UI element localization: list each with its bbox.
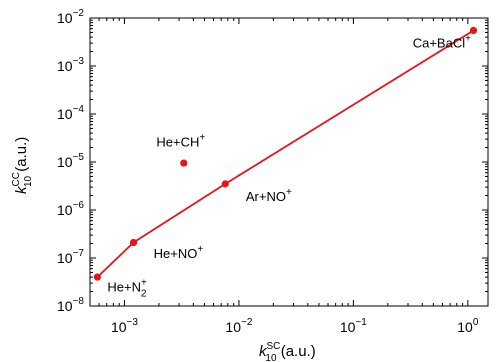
plot-border — [89, 17, 489, 307]
x-tick-label: 100 — [457, 317, 479, 335]
y-tick-label: 10−7 — [57, 248, 84, 266]
tick-labels: 10−3 10−2 10−1 100 10−8 10−7 10−6 10−5 10−4 10−3 1… — [57, 8, 479, 335]
x-tick-label: 10−3 — [111, 317, 138, 335]
data-point — [469, 26, 478, 35]
point-label: Ca+BaCl+ — [413, 34, 471, 51]
y-tick-label: 10−6 — [57, 200, 84, 218]
x-axis-title: kSC 10 (a.u.) — [259, 341, 316, 362]
x-tick-label: 10−1 — [340, 317, 367, 335]
data-point — [221, 180, 229, 188]
y-tick-label: 10−2 — [57, 8, 84, 26]
axis-titles: kSC 10 (a.u.) kCC10 (a.u.) — [11, 137, 316, 362]
plot-frame — [89, 17, 489, 307]
series-line — [96, 29, 474, 278]
x-tick-label: 10−2 — [225, 317, 252, 335]
isolated-data-point — [180, 159, 188, 167]
data-series — [93, 26, 478, 281]
y-tick-label: 10−8 — [57, 296, 84, 314]
axis-ticks — [89, 17, 488, 307]
data-point — [129, 238, 138, 247]
point-annotations: Ca+BaCl+ He+CH+ Ar+NO+ He+NO+ He+N+ 2 — [107, 34, 471, 300]
y-tick-label: 10−5 — [57, 152, 84, 170]
point-label: Ar+NO+ — [246, 187, 292, 204]
y-axis-title: kCC10 (a.u.) — [11, 137, 34, 194]
point-label: He+NO+ — [154, 244, 204, 261]
point-label: He+N+ 2 — [107, 278, 147, 300]
data-point — [93, 273, 101, 281]
y-tick-label: 10−4 — [57, 104, 84, 122]
point-label: He+CH+ — [156, 133, 205, 150]
y-tick-label: 10−3 — [57, 56, 84, 74]
